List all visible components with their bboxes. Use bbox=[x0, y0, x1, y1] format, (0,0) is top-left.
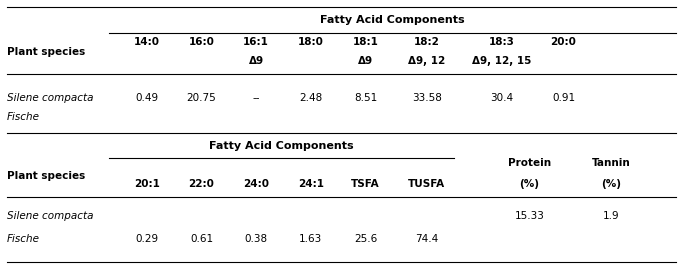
Text: Fische: Fische bbox=[7, 112, 40, 122]
Text: Δ9: Δ9 bbox=[358, 56, 373, 66]
Text: 24:0: 24:0 bbox=[243, 179, 269, 189]
Text: 16:1: 16:1 bbox=[243, 37, 269, 47]
Text: 20.75: 20.75 bbox=[186, 93, 217, 103]
Text: 33.58: 33.58 bbox=[412, 93, 442, 103]
Text: (%): (%) bbox=[519, 179, 540, 189]
Text: Plant species: Plant species bbox=[7, 171, 85, 180]
Text: 16:0: 16:0 bbox=[189, 37, 214, 47]
Text: Δ9, 12: Δ9, 12 bbox=[408, 56, 445, 66]
Text: 20:0: 20:0 bbox=[550, 37, 576, 47]
Text: (%): (%) bbox=[601, 179, 622, 189]
Text: 30.4: 30.4 bbox=[490, 93, 514, 103]
Text: Protein: Protein bbox=[507, 158, 551, 168]
Text: Δ9: Δ9 bbox=[249, 56, 264, 66]
Text: 0.61: 0.61 bbox=[190, 233, 213, 244]
Text: 22:0: 22:0 bbox=[189, 179, 214, 189]
Text: 8.51: 8.51 bbox=[354, 93, 377, 103]
Text: Silene compacta: Silene compacta bbox=[7, 211, 94, 221]
Text: 0.49: 0.49 bbox=[135, 93, 158, 103]
Text: Fische: Fische bbox=[7, 233, 40, 244]
Text: 18:0: 18:0 bbox=[298, 37, 324, 47]
Text: --: -- bbox=[253, 93, 260, 103]
Text: Fatty Acid Components: Fatty Acid Components bbox=[210, 141, 354, 151]
Text: 74.4: 74.4 bbox=[415, 233, 438, 244]
Text: 18:3: 18:3 bbox=[489, 37, 515, 47]
Text: Δ9, 12, 15: Δ9, 12, 15 bbox=[473, 56, 531, 66]
Text: 0.38: 0.38 bbox=[245, 233, 268, 244]
Text: Tannin: Tannin bbox=[592, 158, 630, 168]
Text: 14:0: 14:0 bbox=[134, 37, 160, 47]
Text: 0.91: 0.91 bbox=[552, 93, 575, 103]
Text: 18:2: 18:2 bbox=[414, 37, 440, 47]
Text: 20:1: 20:1 bbox=[134, 179, 160, 189]
Text: 15.33: 15.33 bbox=[514, 211, 544, 221]
Text: Plant species: Plant species bbox=[7, 47, 85, 57]
Text: 25.6: 25.6 bbox=[354, 233, 377, 244]
Text: 2.48: 2.48 bbox=[299, 93, 322, 103]
Text: 24:1: 24:1 bbox=[298, 179, 324, 189]
Text: TSFA: TSFA bbox=[351, 179, 380, 189]
Text: 0.29: 0.29 bbox=[135, 233, 158, 244]
Text: 1.63: 1.63 bbox=[299, 233, 322, 244]
Text: TUSFA: TUSFA bbox=[408, 179, 445, 189]
Text: Silene compacta: Silene compacta bbox=[7, 93, 94, 103]
Text: 1.9: 1.9 bbox=[603, 211, 619, 221]
Text: 18:1: 18:1 bbox=[352, 37, 378, 47]
Text: Fatty Acid Components: Fatty Acid Components bbox=[320, 15, 465, 25]
